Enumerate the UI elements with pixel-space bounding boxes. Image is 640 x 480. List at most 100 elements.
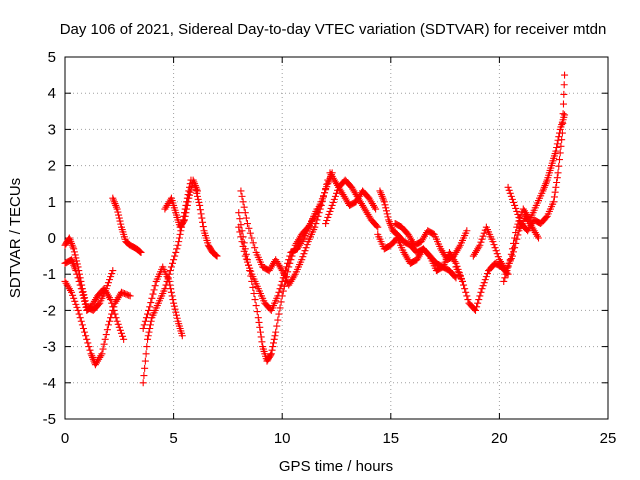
data-point: [554, 136, 562, 144]
data-point: [479, 282, 487, 290]
data-point: [112, 314, 120, 322]
data-point: [275, 288, 283, 296]
data-point: [146, 303, 154, 311]
y-tick-label: -1: [43, 266, 56, 283]
data-point: [113, 317, 121, 325]
data-point: [550, 198, 558, 206]
data-point: [79, 325, 87, 332]
data-point: [464, 296, 472, 304]
series-arc-20: [504, 71, 569, 235]
data-point: [195, 198, 203, 206]
data-point: [117, 288, 125, 296]
data-point: [476, 292, 484, 300]
data-point: [511, 234, 519, 242]
data-point: [480, 229, 488, 237]
y-tick-label: 4: [48, 85, 56, 102]
data-point: [71, 251, 79, 259]
data-point: [126, 292, 134, 300]
data-point: [70, 248, 78, 256]
data-point: [557, 142, 565, 150]
data-point: [382, 204, 390, 212]
data-point: [315, 209, 323, 217]
data-point: [275, 310, 283, 318]
series-arc-11: [237, 176, 332, 289]
data-point: [298, 256, 306, 264]
data-point: [144, 335, 152, 343]
data-point: [506, 256, 514, 264]
data-point: [321, 189, 329, 197]
data-point: [114, 320, 122, 328]
data-point: [383, 210, 391, 218]
y-tick-label: -5: [43, 411, 56, 428]
data-point: [322, 185, 330, 193]
data-point: [502, 270, 510, 278]
data-point: [140, 321, 148, 329]
data-point: [246, 229, 254, 237]
data-point: [78, 321, 86, 329]
data-point: [508, 245, 516, 253]
data-point: [382, 207, 390, 215]
data-point: [514, 220, 522, 228]
data-point: [256, 328, 264, 336]
data-point: [245, 224, 253, 232]
data-point: [324, 213, 332, 221]
data-point: [276, 285, 284, 293]
data-point: [475, 296, 483, 304]
data-point: [240, 203, 248, 211]
data-point: [286, 252, 294, 260]
data-points: [61, 71, 569, 387]
data-point: [472, 306, 480, 314]
data-point: [269, 343, 277, 351]
data-point: [139, 325, 147, 332]
data-point: [555, 162, 563, 170]
data-point: [504, 263, 512, 271]
x-tick-label: 15: [382, 430, 399, 447]
x-tick-label: 5: [169, 430, 177, 447]
data-point: [213, 252, 221, 260]
data-point: [116, 326, 124, 334]
data-point: [322, 220, 330, 228]
data-point: [116, 217, 124, 225]
data-point: [278, 277, 286, 285]
data-point: [81, 297, 89, 305]
data-point: [197, 210, 205, 218]
data-point: [108, 299, 116, 307]
data-point: [74, 263, 82, 271]
data-point: [149, 290, 157, 298]
data-point: [181, 212, 189, 220]
data-point: [270, 339, 278, 347]
data-point: [182, 209, 190, 217]
data-point: [166, 281, 174, 289]
y-tick-label: 0: [48, 230, 56, 247]
data-point: [81, 294, 89, 302]
data-point: [328, 201, 336, 209]
data-point: [317, 201, 325, 209]
data-point: [165, 277, 173, 285]
data-point: [253, 308, 261, 316]
data-point: [474, 299, 482, 307]
data-point: [120, 290, 128, 298]
data-point: [74, 306, 82, 314]
data-point: [104, 279, 112, 287]
data-point: [559, 110, 567, 118]
data-point: [151, 282, 159, 290]
series-arc-1: [61, 277, 134, 369]
data-point: [552, 147, 560, 155]
data-point: [81, 328, 89, 336]
data-point: [119, 332, 127, 340]
data-point: [273, 322, 281, 330]
data-point: [72, 254, 80, 262]
data-point: [274, 316, 282, 324]
data-point: [280, 282, 288, 290]
data-point: [82, 332, 90, 340]
data-point: [381, 201, 389, 209]
data-point: [267, 350, 275, 358]
data-point: [141, 357, 149, 365]
data-point: [186, 191, 194, 199]
data-point: [193, 189, 201, 197]
data-point: [166, 267, 174, 275]
data-point: [256, 323, 264, 331]
data-point: [183, 201, 191, 209]
data-point: [117, 220, 125, 228]
